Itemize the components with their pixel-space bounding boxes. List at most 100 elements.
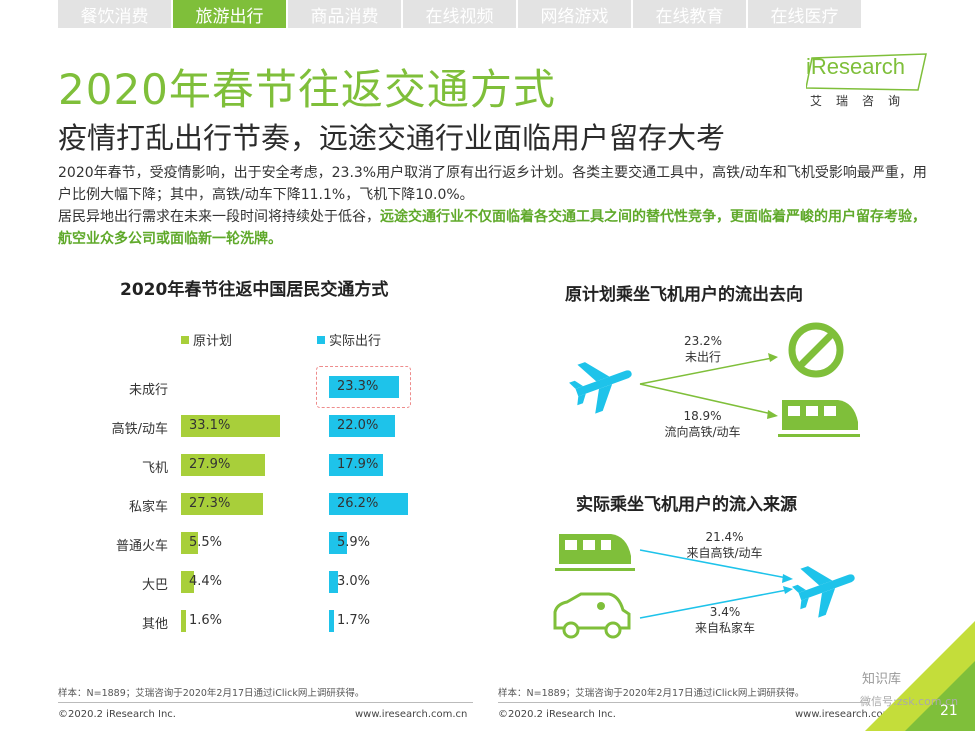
value-label-actual: 22.0% xyxy=(337,418,379,433)
sample-note-right: 样本：N=1889；艾瑞咨询于2020年2月17日通过iClick网上调研获得。 xyxy=(498,688,805,699)
category-label: 飞机 xyxy=(141,461,168,476)
outflow-diagram xyxy=(569,322,860,437)
value-label-actual: 26.2% xyxy=(337,496,379,511)
top-tabs: 餐饮消费 旅游出行 商品消费 在线视频 网络游戏 在线教育 在线医疗 xyxy=(58,0,861,28)
category-label: 高铁/动车 xyxy=(111,422,168,437)
outflow-1-label: 23.2% 未出行 xyxy=(668,333,738,365)
value-label-actual: 23.3% xyxy=(337,379,379,394)
legend-label-actual: 实际出行 xyxy=(329,334,382,349)
value-label-actual: 17.9% xyxy=(337,457,379,472)
legend-swatch-actual xyxy=(317,335,325,344)
value-label-planned: 1.6% xyxy=(189,613,223,628)
copyright-left: ©2020.2 iResearch Inc. xyxy=(58,709,176,720)
arrowhead-from-train xyxy=(782,574,793,583)
page-subtitle: 疫情打乱出行节奏，远途交通行业面临用户留存大考 xyxy=(58,121,726,155)
value-label-planned: 5.5% xyxy=(189,535,223,550)
logo-text: iResearch xyxy=(806,54,906,79)
train-icon xyxy=(555,534,635,571)
bar-planned xyxy=(181,532,198,554)
tab-6[interactable]: 在线医疗 xyxy=(748,0,861,28)
footer-divider-right xyxy=(498,702,868,703)
bar-actual xyxy=(329,571,338,593)
plane-icon xyxy=(792,566,855,618)
arrow-to-train xyxy=(639,383,773,415)
bar-actual xyxy=(329,493,408,515)
right-top-title: 原计划乘坐飞机用户的流出去向 xyxy=(565,285,803,305)
legend-label-planned: 原计划 xyxy=(193,334,233,349)
tab-0[interactable]: 餐饮消费 xyxy=(58,0,171,28)
value-label-planned: 33.1% xyxy=(189,418,231,433)
watermark-subtitle: 微信号:zsk.com.cn xyxy=(860,695,959,708)
plane-icon xyxy=(569,362,632,414)
arrow-from-train xyxy=(639,549,788,579)
arrowhead-from-car xyxy=(783,586,793,594)
inflow-1-label: 21.4% 来自高铁/动车 xyxy=(672,529,777,561)
outflow-2-text: 流向高铁/动车 xyxy=(664,425,741,439)
right-bottom-title: 实际乘坐飞机用户的流入来源 xyxy=(576,495,797,515)
left-chart-title: 2020年春节往返中国居民交通方式 xyxy=(120,280,389,300)
paragraph-highlight: 远途交通行业不仅面临着各交通工具之间的替代性竞争，更面临着严峻的用户留存考验，航… xyxy=(58,209,926,247)
outflow-1-text: 未出行 xyxy=(684,350,721,364)
paragraph-plain: 居民异地出行需求在未来一段时间将持续处于低谷， xyxy=(58,209,380,225)
logo-subtext: 艾瑞咨询 xyxy=(810,94,915,108)
category-label: 私家车 xyxy=(128,500,168,515)
no-entry-icon xyxy=(788,322,844,378)
bar-planned xyxy=(181,610,186,632)
value-label-planned: 27.9% xyxy=(189,457,231,472)
paragraph-line-2: 居民异地出行需求在未来一段时间将持续处于低谷，远途交通行业不仅面临着各交通工具之… xyxy=(58,206,930,250)
bar-actual xyxy=(329,376,399,398)
tab-3[interactable]: 在线视频 xyxy=(403,0,516,28)
car-icon xyxy=(553,592,631,639)
value-label-actual: 1.7% xyxy=(337,613,371,628)
inflow-2-pct: 3.4% xyxy=(709,605,741,619)
bar-actual xyxy=(329,454,383,476)
tab-4[interactable]: 网络游戏 xyxy=(518,0,631,28)
legend-planned: 原计划 xyxy=(181,330,232,349)
tab-5[interactable]: 在线教育 xyxy=(633,0,746,28)
inflow-diagram xyxy=(553,534,855,639)
arrowhead-train xyxy=(767,410,778,419)
logo-badge-icon xyxy=(806,53,927,91)
arrowhead-no-trip xyxy=(768,353,778,362)
value-label-actual: 3.0% xyxy=(337,574,371,589)
legend-swatch-planned xyxy=(181,335,189,344)
arrow-to-no-trip xyxy=(639,357,773,385)
page-title: 2020年春节往返交通方式 xyxy=(58,65,556,114)
inflow-2-text: 来自私家车 xyxy=(694,621,755,635)
train-icon xyxy=(778,400,860,437)
legend-actual: 实际出行 xyxy=(317,330,381,349)
outflow-1-pct: 23.2% xyxy=(683,334,723,348)
tab-2[interactable]: 商品消费 xyxy=(288,0,401,28)
category-label: 其他 xyxy=(141,617,168,632)
inflow-1-text: 来自高铁/动车 xyxy=(686,546,763,560)
bar-planned xyxy=(181,454,265,476)
bar-planned xyxy=(181,415,281,437)
value-label-planned: 4.4% xyxy=(189,574,223,589)
sample-note-left: 样本：N=1889；艾瑞咨询于2020年2月17日通过iClick网上调研获得。 xyxy=(58,688,365,699)
paragraph-line-1: 2020年春节，受疫情影响，出于安全考虑，23.3%用户取消了原有出行返乡计划。… xyxy=(58,165,927,203)
value-label-planned: 27.3% xyxy=(189,496,231,511)
inflow-1-pct: 21.4% xyxy=(705,530,744,544)
outflow-2-label: 18.9% 流向高铁/动车 xyxy=(650,408,755,440)
category-label: 未成行 xyxy=(128,383,168,398)
page-number: 21 xyxy=(940,703,958,719)
bar-actual xyxy=(329,415,395,437)
bar-planned xyxy=(181,493,263,515)
arrow-from-car xyxy=(639,589,788,619)
corner-decoration xyxy=(865,621,975,731)
category-label: 大巴 xyxy=(141,578,168,593)
tab-1[interactable]: 旅游出行 xyxy=(173,0,286,28)
inflow-2-label: 3.4% 来自私家车 xyxy=(680,604,770,636)
value-label-actual: 5.9% xyxy=(337,535,371,550)
url-left: www.iresearch.com.cn xyxy=(355,709,468,720)
intro-paragraph: 2020年春节，受疫情影响，出于安全考虑，23.3%用户取消了原有出行返乡计划。… xyxy=(58,162,930,250)
copyright-right: ©2020.2 iResearch Inc. xyxy=(498,709,616,720)
watermark-title: 知识库 xyxy=(862,672,902,687)
iresearch-logo: iResearch 艾瑞咨询 xyxy=(806,52,928,108)
footer-divider-left xyxy=(58,702,473,703)
highlight-box xyxy=(316,366,411,408)
bar-actual xyxy=(329,532,347,554)
bar-actual xyxy=(329,610,335,632)
category-label: 普通火车 xyxy=(115,539,168,554)
outflow-2-pct: 18.9% xyxy=(683,409,722,423)
